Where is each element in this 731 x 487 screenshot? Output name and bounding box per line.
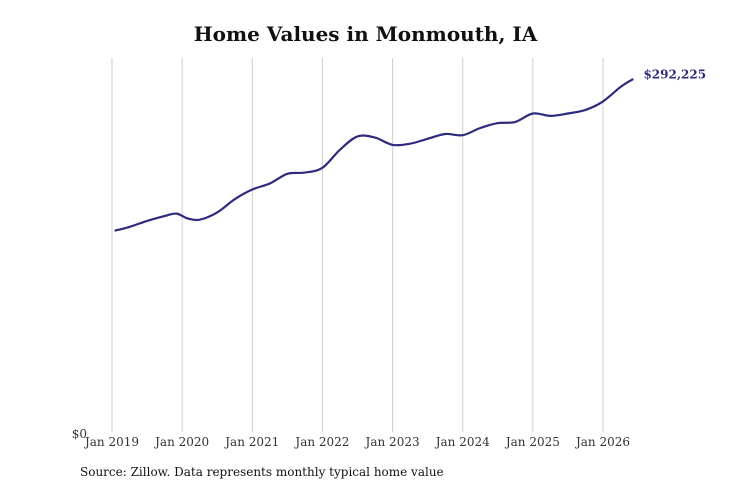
x-tick-label: Jan 2022 bbox=[293, 435, 349, 449]
x-tick-label: Jan 2025 bbox=[504, 435, 560, 449]
source-note: Source: Zillow. Data represents monthly … bbox=[80, 465, 444, 479]
series-line bbox=[114, 78, 634, 232]
end-value-label: $292,225 bbox=[643, 67, 706, 81]
gridlines bbox=[111, 58, 604, 432]
x-tick-label: Jan 2026 bbox=[574, 435, 630, 449]
x-tick-labels: Jan 2019 Jan 2020 Jan 2021 Jan 2022 Jan 2023… bbox=[83, 435, 630, 449]
x-tick-label: Jan 2019 bbox=[83, 435, 139, 449]
x-tick-label: Jan 2024 bbox=[434, 435, 490, 449]
y-tick-labels: $0 bbox=[72, 427, 87, 441]
chart-title: Home Values in Monmouth, IA bbox=[193, 22, 538, 46]
x-tick-label: Jan 2023 bbox=[364, 435, 420, 449]
x-tick-label: Jan 2020 bbox=[153, 435, 209, 449]
y-tick-label: $0 bbox=[72, 427, 87, 441]
x-tick-label: Jan 2021 bbox=[223, 435, 279, 449]
